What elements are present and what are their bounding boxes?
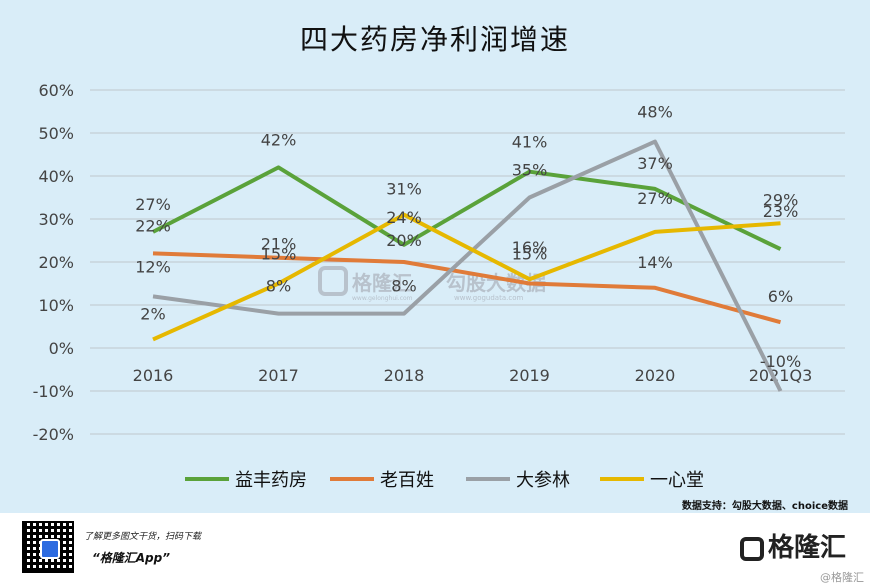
watermark-brand: 格隆汇 (352, 271, 412, 295)
series-line (152, 165, 782, 251)
y-tick-label: -10% (33, 382, 74, 401)
data-label: 23% (763, 202, 799, 221)
y-tick-label: 60% (38, 81, 74, 100)
series-line (152, 139, 783, 392)
y-tick-label: 50% (38, 124, 74, 143)
x-tick-label: 2020 (635, 366, 676, 385)
data-label: 41% (512, 133, 548, 152)
bottom-watermark: @格隆汇 (820, 571, 864, 584)
watermark-partner-site: www.gogudata.com (454, 294, 523, 302)
x-tick-label: 2019 (509, 366, 550, 385)
data-label: 37% (637, 154, 673, 173)
data-label: 12% (135, 257, 171, 276)
data-label: 16% (512, 238, 548, 257)
data-label: 48% (637, 103, 673, 122)
footer: 了解更多图文干货，扫码下载 “格隆汇App” 格隆汇 @格隆汇 (0, 513, 870, 584)
data-label: 27% (135, 195, 171, 214)
chart-title: 四大药房净利润增速 (299, 23, 570, 56)
data-label: 24% (386, 208, 422, 227)
data-label: 2% (140, 304, 165, 323)
data-label: 6% (768, 287, 793, 306)
legend-label: 益丰药房 (235, 470, 307, 491)
y-tick-label: 30% (38, 210, 74, 229)
brand-icon (739, 536, 764, 561)
x-tick-label: 2017 (258, 366, 299, 385)
data-source: 数据支持：勾股大数据、choice数据 (681, 501, 848, 512)
line-chart: 60% 50% 40% 30% 20% 10% 0% -10% -20% 格隆汇www.gelon… (33, 81, 845, 491)
data-label: 31% (386, 180, 422, 199)
data-label: 22% (135, 216, 171, 235)
series-line (152, 251, 782, 325)
data-label: 8% (266, 277, 291, 296)
data-label: 14% (637, 253, 673, 272)
chart-panel (0, 0, 870, 513)
legend-label: 大参林 (516, 470, 570, 491)
qr-code-icon (22, 521, 74, 573)
legend-label: 老百姓 (380, 470, 434, 491)
x-tick-label: 2021Q3 (749, 366, 813, 385)
data-label: 15% (261, 245, 297, 264)
y-tick-label: 20% (38, 253, 74, 272)
watermark-site: www.gelonghui.com (352, 295, 413, 302)
brand-logo: 格隆汇 (739, 527, 846, 564)
data-label: 20% (386, 231, 422, 250)
data-label: 35% (512, 161, 548, 180)
legend-label: 一心堂 (650, 470, 704, 491)
data-label: 8% (391, 277, 416, 296)
data-label: 29% (763, 190, 799, 209)
x-tick-label: 2018 (384, 366, 425, 385)
data-label: 27% (637, 189, 673, 208)
data-label: 15% (512, 245, 548, 264)
data-label: -10% (760, 352, 801, 371)
x-tick-label: 2016 (133, 366, 174, 385)
watermark-logo-icon (318, 266, 348, 296)
y-tick-label: -20% (33, 425, 74, 444)
y-tick-label: 40% (38, 167, 74, 186)
app-name: “格隆汇App” (92, 551, 170, 565)
y-tick-label: 0% (49, 339, 74, 358)
promo-text: 了解更多图文干货，扫码下载 (84, 532, 202, 542)
y-tick-label: 10% (38, 296, 74, 315)
series-line (152, 212, 781, 342)
data-label: 21% (261, 235, 297, 254)
data-label: 42% (261, 130, 297, 149)
